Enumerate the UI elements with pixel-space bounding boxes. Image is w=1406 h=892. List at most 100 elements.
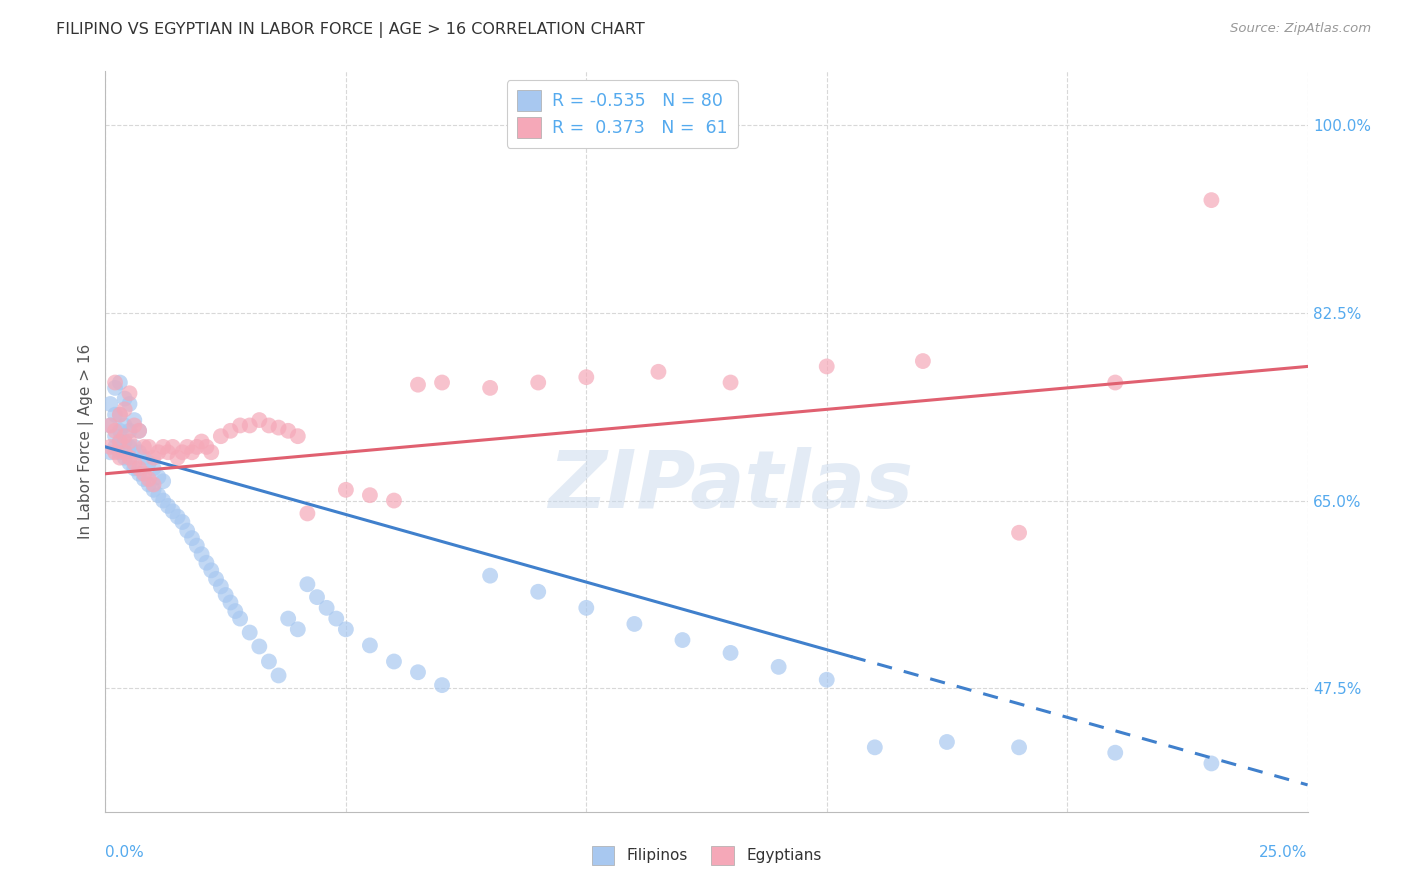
Point <box>138 472 160 486</box>
Point <box>152 475 174 489</box>
Point <box>575 600 598 615</box>
Point <box>132 467 155 481</box>
Point <box>162 504 184 518</box>
Point <box>205 572 228 586</box>
Point <box>98 397 121 411</box>
Point <box>297 577 319 591</box>
Point <box>815 673 838 687</box>
Point <box>124 413 146 427</box>
Point <box>190 434 212 449</box>
Point <box>335 483 357 497</box>
Legend: Filipinos, Egyptians: Filipinos, Egyptians <box>585 840 828 871</box>
Point <box>229 418 252 433</box>
Point <box>104 381 127 395</box>
Point <box>720 646 742 660</box>
Text: ZIPatlas: ZIPatlas <box>548 447 912 525</box>
Point <box>124 418 146 433</box>
Point <box>148 470 170 484</box>
Text: FILIPINO VS EGYPTIAN IN LABOR FORCE | AGE > 16 CORRELATION CHART: FILIPINO VS EGYPTIAN IN LABOR FORCE | AG… <box>56 22 645 38</box>
Point <box>315 600 337 615</box>
Point <box>104 440 127 454</box>
Point <box>527 376 550 390</box>
Point <box>114 445 136 459</box>
Point <box>128 461 150 475</box>
Point <box>267 420 290 434</box>
Point <box>142 477 165 491</box>
Point <box>575 370 598 384</box>
Point <box>186 539 208 553</box>
Point <box>209 429 232 443</box>
Point <box>1008 525 1031 540</box>
Point <box>359 639 381 653</box>
Point <box>132 450 155 465</box>
Point <box>124 440 146 454</box>
Point <box>195 440 218 454</box>
Point <box>166 509 188 524</box>
Point <box>911 354 934 368</box>
Point <box>623 616 645 631</box>
Point <box>172 515 194 529</box>
Text: Source: ZipAtlas.com: Source: ZipAtlas.com <box>1230 22 1371 36</box>
Point <box>114 418 136 433</box>
Point <box>1008 740 1031 755</box>
Point <box>219 595 242 609</box>
Point <box>430 678 453 692</box>
Point <box>104 408 127 422</box>
Point <box>815 359 838 374</box>
Point <box>382 493 405 508</box>
Point <box>219 424 242 438</box>
Point <box>118 397 141 411</box>
Point <box>936 735 959 749</box>
Point <box>148 445 170 459</box>
Point <box>124 456 146 470</box>
Point <box>305 590 328 604</box>
Point <box>98 440 121 454</box>
Point <box>229 611 252 625</box>
Point <box>1201 756 1223 771</box>
Y-axis label: In Labor Force | Age > 16: In Labor Force | Age > 16 <box>79 344 94 539</box>
Point <box>257 418 280 433</box>
Point <box>138 477 160 491</box>
Point <box>297 507 319 521</box>
Point <box>325 611 347 625</box>
Point <box>277 611 299 625</box>
Point <box>108 434 131 449</box>
Point <box>148 488 170 502</box>
Point <box>108 408 131 422</box>
Point <box>124 461 146 475</box>
Point <box>108 424 131 438</box>
Point <box>647 365 669 379</box>
Point <box>267 668 290 682</box>
Point <box>1201 193 1223 207</box>
Point <box>720 376 742 390</box>
Point <box>114 429 136 443</box>
Point <box>138 456 160 470</box>
Point <box>200 445 222 459</box>
Point <box>104 429 127 443</box>
Point <box>156 499 179 513</box>
Point <box>128 445 150 459</box>
Point <box>287 429 309 443</box>
Point <box>181 445 204 459</box>
Point <box>108 434 131 449</box>
Point <box>172 445 194 459</box>
Point <box>1104 746 1126 760</box>
Point <box>98 418 121 433</box>
Point <box>98 445 121 459</box>
Point <box>406 665 429 680</box>
Point <box>156 445 179 459</box>
Point <box>108 445 131 459</box>
Point <box>247 640 270 654</box>
Point <box>118 424 141 438</box>
Point <box>132 472 155 486</box>
Point <box>142 461 165 475</box>
Text: 0.0%: 0.0% <box>105 845 145 860</box>
Point <box>195 556 218 570</box>
Point <box>98 418 121 433</box>
Point <box>118 450 141 465</box>
Point <box>406 377 429 392</box>
Point <box>152 493 174 508</box>
Point <box>479 381 502 395</box>
Point <box>128 467 150 481</box>
Point <box>108 450 131 465</box>
